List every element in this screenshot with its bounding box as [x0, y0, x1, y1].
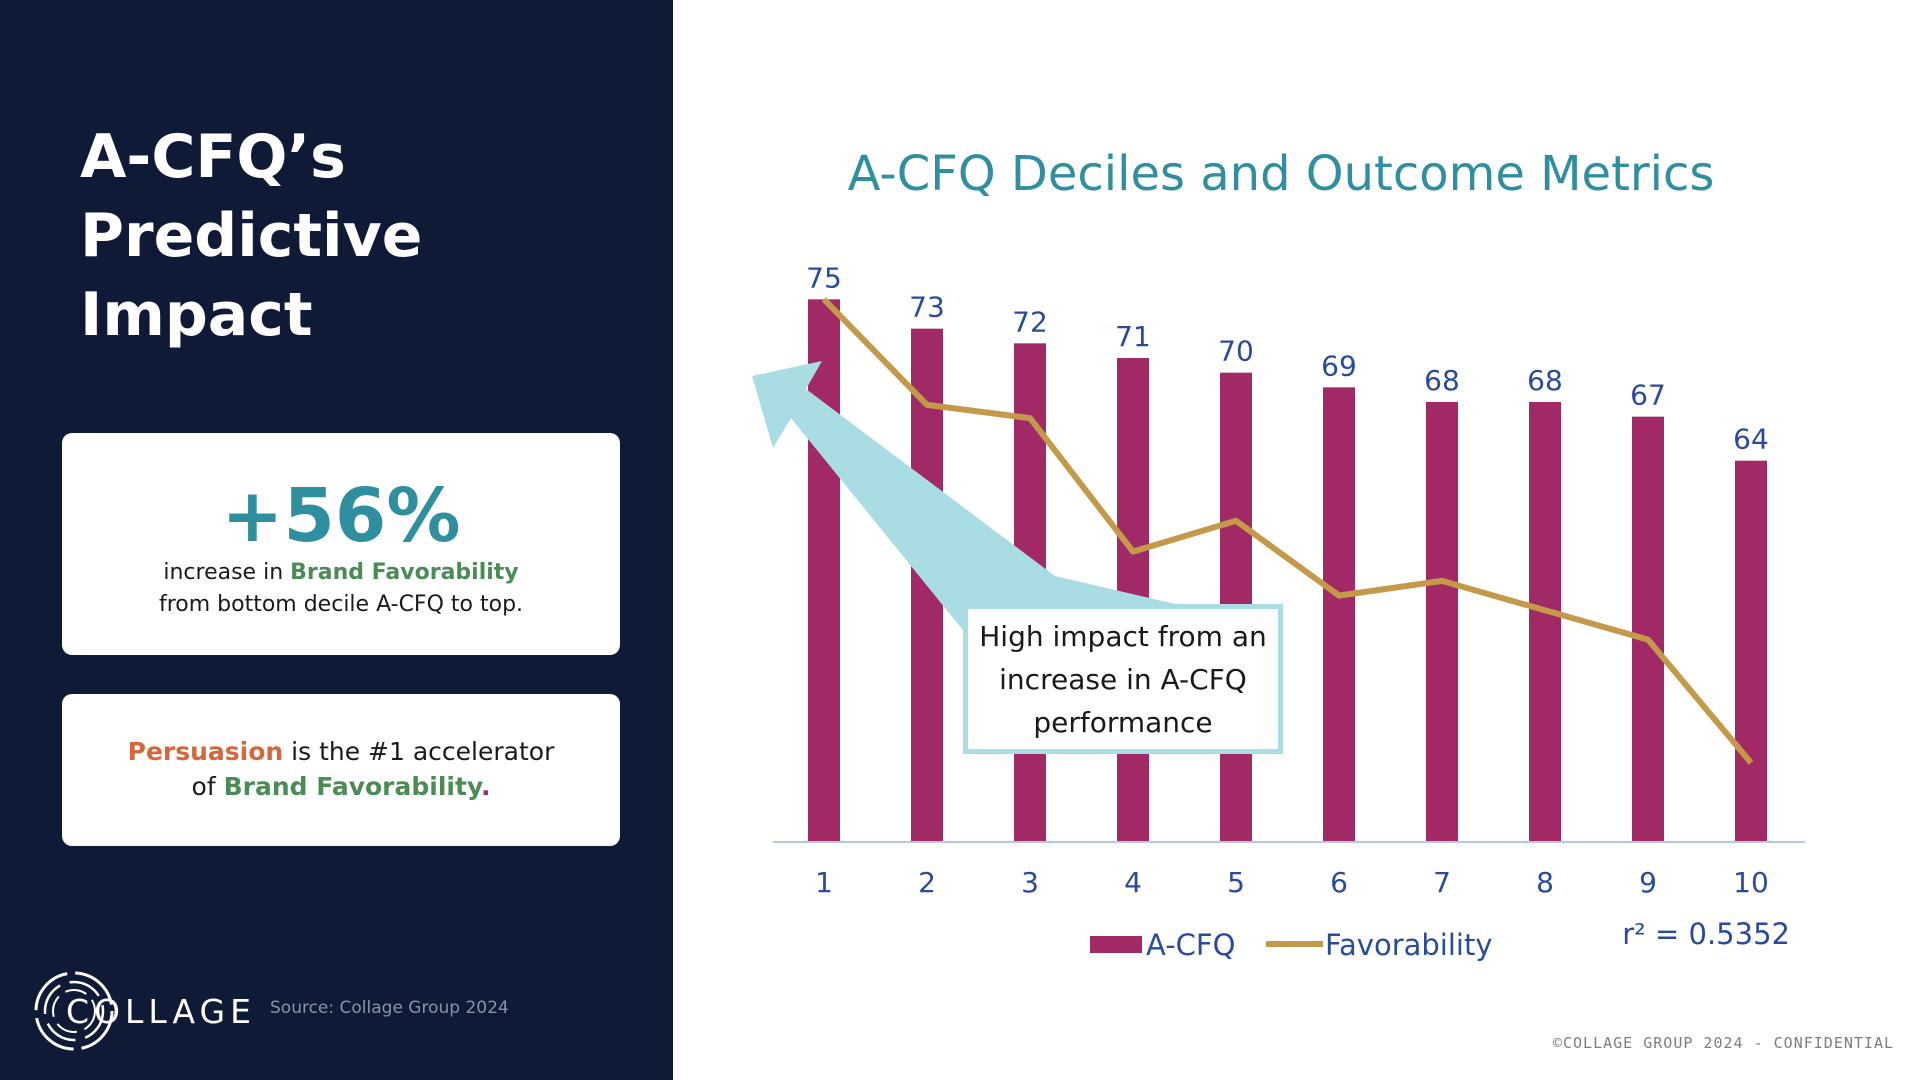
stat-card: +56% increase in Brand Favorability from… — [62, 433, 620, 655]
insight-middle: is the #1 accelerator — [283, 737, 555, 766]
insight-persuasion: Persuasion — [127, 737, 284, 766]
x-tick-label: 8 — [1536, 866, 1554, 899]
callout-box: High impact from an increase in A-CFQ pe… — [963, 604, 1283, 754]
left-panel: A-CFQ’s Predictive Impact +56% increase … — [0, 0, 673, 1080]
bar-value-label: 72 — [1012, 305, 1048, 338]
insight-brand: Brand Favorability — [223, 772, 481, 801]
x-tick-label: 6 — [1330, 866, 1348, 899]
insight-of: of — [191, 772, 224, 801]
r-squared-label: r² = 0.5352 — [1622, 917, 1790, 951]
x-tick-label: 2 — [918, 866, 936, 899]
bar-value-label: 69 — [1321, 349, 1357, 382]
bar-decile-9 — [1632, 416, 1664, 842]
stat-desc-suffix: from bottom decile A-CFQ to top. — [158, 592, 524, 617]
bar-value-label: 67 — [1630, 379, 1666, 412]
bar-decile-10 — [1735, 460, 1767, 842]
stat-desc-prefix: increase in — [163, 560, 291, 585]
bar-value-label: 73 — [909, 291, 945, 324]
bar-value-label: 64 — [1733, 423, 1769, 456]
x-tick-label: 4 — [1124, 866, 1142, 899]
bar-value-label: 75 — [806, 261, 842, 294]
stat-value: +56% — [221, 473, 461, 559]
bar-labels-group: 75 73 72 71 70 69 68 68 67 64 — [806, 261, 1769, 455]
x-tick-label: 3 — [1021, 866, 1039, 899]
logo-wordmark: COLLAGE — [66, 992, 256, 1031]
bar-value-label: 71 — [1115, 320, 1151, 353]
source-text: Source: Collage Group 2024 — [270, 998, 509, 1018]
chart-title: A-CFQ Deciles and Outcome Metrics — [848, 146, 1715, 202]
bar-value-label: 68 — [1527, 364, 1563, 397]
insight-text: Persuasion is the #1 accelerator of Bran… — [62, 734, 620, 804]
collage-logo-icon — [34, 971, 114, 1051]
bar-decile-8 — [1529, 402, 1561, 842]
x-tick-label: 9 — [1639, 866, 1657, 899]
favorability-line — [821, 297, 1754, 765]
callout-text: High impact from an increase in A-CFQ pe… — [979, 619, 1267, 739]
x-tick-label: 7 — [1433, 866, 1451, 899]
chart-legend: A-CFQ Favorability — [1090, 928, 1493, 962]
footer-confidential: ©COLLAGE GROUP 2024 - CONFIDENTIAL — [1552, 1034, 1894, 1052]
legend-label-acfq: A-CFQ — [1146, 928, 1235, 962]
bar-decile-6 — [1323, 387, 1355, 842]
bar-value-label: 70 — [1218, 335, 1254, 368]
ticks-group: 1 2 3 4 5 6 7 8 9 10 — [815, 866, 1769, 899]
legend-swatch-acfq — [1090, 936, 1142, 953]
legend-label-favorability: Favorability — [1325, 928, 1493, 962]
stat-description: increase in Brand Favorability from bott… — [62, 557, 620, 621]
bar-decile-1 — [808, 299, 840, 842]
slide-title: A-CFQ’s Predictive Impact — [80, 122, 423, 350]
x-tick-label: 1 — [815, 866, 833, 899]
bar-decile-7 — [1426, 402, 1458, 842]
insight-period: . — [480, 772, 491, 801]
bar-value-label: 68 — [1424, 364, 1460, 397]
x-tick-label: 10 — [1733, 866, 1769, 899]
insight-card: Persuasion is the #1 accelerator of Bran… — [62, 694, 620, 846]
x-tick-label: 5 — [1227, 866, 1245, 899]
stat-desc-highlight: Brand Favorability — [290, 560, 519, 585]
